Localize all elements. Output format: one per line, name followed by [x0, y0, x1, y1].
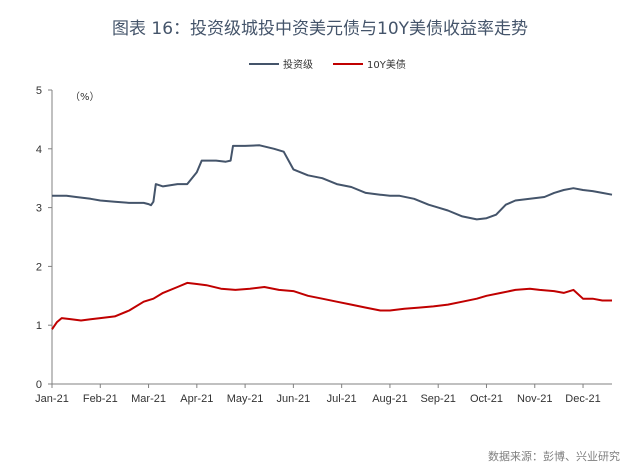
chart-title: 图表 16：投资级城投中资美元债与10Y美债收益率走势: [111, 19, 529, 39]
x-tick-label: Aug-21: [372, 393, 407, 405]
x-tick-label: Apr-21: [180, 393, 213, 405]
legend: 投资级 10Y美债: [249, 58, 406, 71]
y-tick-label: 2: [36, 261, 42, 273]
y-tick-label: 5: [36, 85, 42, 97]
x-tick-label: May-21: [227, 393, 264, 405]
y-tick-label: 3: [36, 203, 42, 215]
series-lines: [51, 144, 613, 330]
legend-label-10y-ust: 10Y美债: [367, 58, 406, 71]
series-line-10y-ust: [51, 281, 612, 330]
y-axis-ticks: 0 1 2 3 4 5: [36, 85, 52, 391]
x-tick-label: Jan-21: [35, 393, 69, 405]
x-tick-label: Mar-21: [131, 393, 166, 405]
series-line-invest-grade: [52, 144, 613, 221]
x-tick-label: Jun-21: [277, 393, 311, 405]
x-tick-label: Jul-21: [327, 393, 357, 405]
x-tick-label: Feb-21: [83, 393, 118, 405]
y-tick-label: 1: [36, 320, 42, 332]
legend-label-invest-grade: 投资级: [283, 58, 313, 71]
y-tick-label: 4: [36, 144, 42, 156]
x-tick-label: Sep-21: [420, 393, 455, 405]
x-tick-label: Oct-21: [470, 393, 503, 405]
x-tick-label: Dec-21: [565, 393, 600, 405]
y-unit-label: （%）: [70, 91, 100, 103]
x-axis-ticks: Jan-21 Feb-21 Mar-21 Apr-21 May-21 Jun-21 Jul-…: [35, 384, 601, 405]
x-tick-label: Nov-21: [517, 393, 552, 405]
source-note: 数据来源：彭博、兴业研究: [488, 450, 620, 463]
y-tick-label: 0: [36, 379, 42, 391]
